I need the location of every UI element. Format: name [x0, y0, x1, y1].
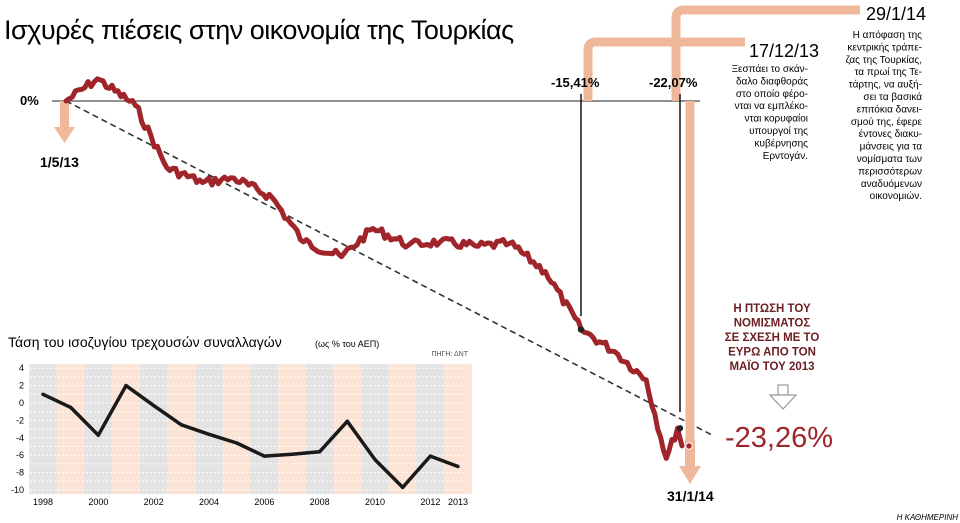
data-point-2011	[400, 485, 405, 490]
current-account-chart: Τάση του ισοζυγίου τρεχουσών συναλλαγών …	[0, 330, 472, 520]
data-point-15-8-13	[301, 240, 306, 244]
data-point-15-5-13	[95, 77, 99, 81]
data-point-2009	[345, 419, 350, 423]
data-point-15-6-13	[165, 166, 169, 170]
credit-label: Η ΚΑΘΗΜΕΡΙΝΗ	[897, 513, 959, 522]
inset-title: Τάση του ισοζυγίου τρεχουσών συναλλαγών	[8, 334, 282, 350]
y-tick-label: 4	[19, 363, 24, 373]
end-arrow-icon	[679, 440, 701, 484]
data-point-1999	[68, 405, 73, 410]
data-point-1-5-13	[64, 99, 68, 103]
data-point-2007	[290, 452, 294, 457]
data-point-15-10-13	[438, 240, 442, 244]
data-point-1-7-13	[201, 180, 205, 185]
inset-title-unit: (ως % του ΑΕΠ)	[315, 339, 379, 349]
data-point-2002	[151, 403, 156, 408]
y-tick-label: 2	[19, 381, 24, 391]
x-tick-label: 2002	[144, 497, 164, 507]
data-point-2008	[317, 450, 322, 454]
y-tick-label: 0	[19, 398, 24, 408]
annotation-text-jan29: Η απόφαση της κεντρικής τράπε-ζας της Του…	[846, 29, 923, 202]
annotation-dot-jan29	[676, 425, 684, 432]
data-point-2010	[373, 457, 377, 462]
annotation-text-dec17: Ξεσπάει το σκάν-δαλο διαφθοράς στο οποίο …	[732, 63, 809, 162]
data-point-2013	[456, 464, 460, 469]
final-value-label: -23,26%	[725, 422, 833, 454]
decline-callout: Η ΠΤΩΣΗ ΤΟΥ ΝΟΜΙΣΜΑΤΟΣ ΣΕ ΣΧΕΣΗ ΜΕ ΤΟ ΕΥΡΩ …	[725, 303, 820, 373]
data-point-15-1-14	[644, 378, 648, 382]
data-point-1-1-14	[613, 350, 617, 354]
x-tick-label: 1998	[33, 497, 53, 507]
y-tick-label: -2	[16, 415, 24, 425]
final-point-dot	[685, 442, 693, 450]
data-point-15-9-13	[371, 226, 375, 231]
annotation-dot-dec17	[577, 326, 585, 333]
annotation-value-jan29: -22,07%	[649, 75, 698, 90]
data-point-1-10-13	[407, 243, 411, 247]
zero-label: 0%	[20, 93, 39, 108]
y-tick-label: -10	[11, 485, 24, 495]
data-point-2005	[234, 441, 239, 445]
data-point-15-7-13	[232, 176, 236, 180]
x-tick-label: 2004	[199, 497, 219, 507]
data-point-1-6-13	[133, 103, 138, 108]
start-date-label: 1/5/13	[40, 154, 79, 170]
data-point-2012	[428, 454, 433, 458]
data-point-2004	[207, 432, 211, 437]
data-point-2001	[124, 383, 128, 388]
inset-source: ΠΗΓΗ: ΔΝΤ	[431, 351, 468, 358]
x-tick-label: 2006	[254, 497, 274, 507]
data-point-2000	[96, 433, 101, 437]
data-point-2003	[179, 423, 184, 427]
data-point-15-11-13	[507, 241, 512, 245]
annotation-date-jan29: 29/1/14	[866, 4, 926, 24]
data-point-1-11-13	[476, 244, 480, 248]
annotation-frame-dec17	[583, 37, 745, 101]
x-tick-label: 2010	[365, 497, 385, 507]
y-tick-label: -8	[16, 468, 24, 478]
y-tick-label: -6	[16, 450, 24, 460]
callout-down-arrow-icon	[768, 384, 798, 410]
series-line-current-account	[42, 383, 459, 490]
annotation-value-dec17: -15,41%	[551, 75, 600, 90]
data-point-2006	[262, 454, 267, 458]
end-date-label: 31/1/14	[667, 488, 714, 504]
y-tick-label: -4	[16, 433, 24, 443]
data-point-1-8-13	[270, 195, 274, 199]
annotation-date-dec17: 17/12/13	[749, 41, 819, 61]
annotation-frame-jan29	[671, 5, 860, 450]
data-point-1-12-13	[543, 269, 547, 274]
x-tick-label: 2000	[88, 497, 108, 507]
data-point-1998	[41, 392, 45, 396]
x-tick-label: 2012	[420, 497, 440, 507]
data-point-24-1-14	[664, 456, 668, 461]
start-arrow-icon	[54, 101, 75, 143]
data-point-1-9-13	[339, 255, 344, 259]
data-point-31-1-14	[680, 444, 684, 448]
currency-chart: 0% 1/5/13 -15,41% -22,07% 17/12/13 29/1/…	[20, 4, 926, 504]
page-title: Ισχυρές πιέσεις στην οικονομία της Τουρκ…	[4, 15, 514, 45]
x-tick-label: 2008	[310, 497, 330, 507]
x-tick-label: 2013	[448, 497, 468, 507]
trend-line	[65, 100, 713, 436]
